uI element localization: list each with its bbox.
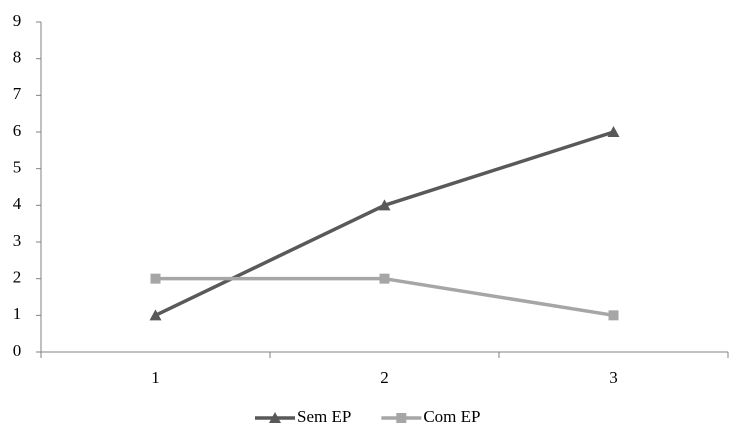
y-tick-label: 8 — [13, 48, 22, 67]
series-line — [154, 130, 615, 317]
x-tick-label: 2 — [380, 368, 389, 387]
y-tick-label: 0 — [13, 341, 22, 360]
marker — [149, 309, 162, 321]
legend-label: Sem EP — [297, 407, 351, 426]
y-tick-label: 9 — [13, 11, 22, 30]
y-tick-label: 5 — [13, 158, 22, 177]
y-tick-label: 1 — [13, 304, 22, 323]
marker — [607, 126, 620, 137]
marker — [378, 199, 391, 211]
y-tick-label: 2 — [13, 268, 22, 287]
y-tick-label: 7 — [13, 84, 22, 103]
legend-label: Com EP — [423, 407, 480, 426]
y-tick-label: 3 — [13, 231, 22, 250]
marker — [608, 310, 619, 321]
marker — [379, 273, 390, 284]
x-tick-label: 1 — [151, 368, 160, 387]
x-tick-label: 3 — [609, 368, 618, 387]
legend-marker — [269, 412, 281, 423]
y-tick-label: 6 — [13, 121, 22, 140]
legend-marker — [396, 413, 407, 423]
y-tick-label: 4 — [13, 194, 22, 213]
marker — [150, 273, 161, 284]
